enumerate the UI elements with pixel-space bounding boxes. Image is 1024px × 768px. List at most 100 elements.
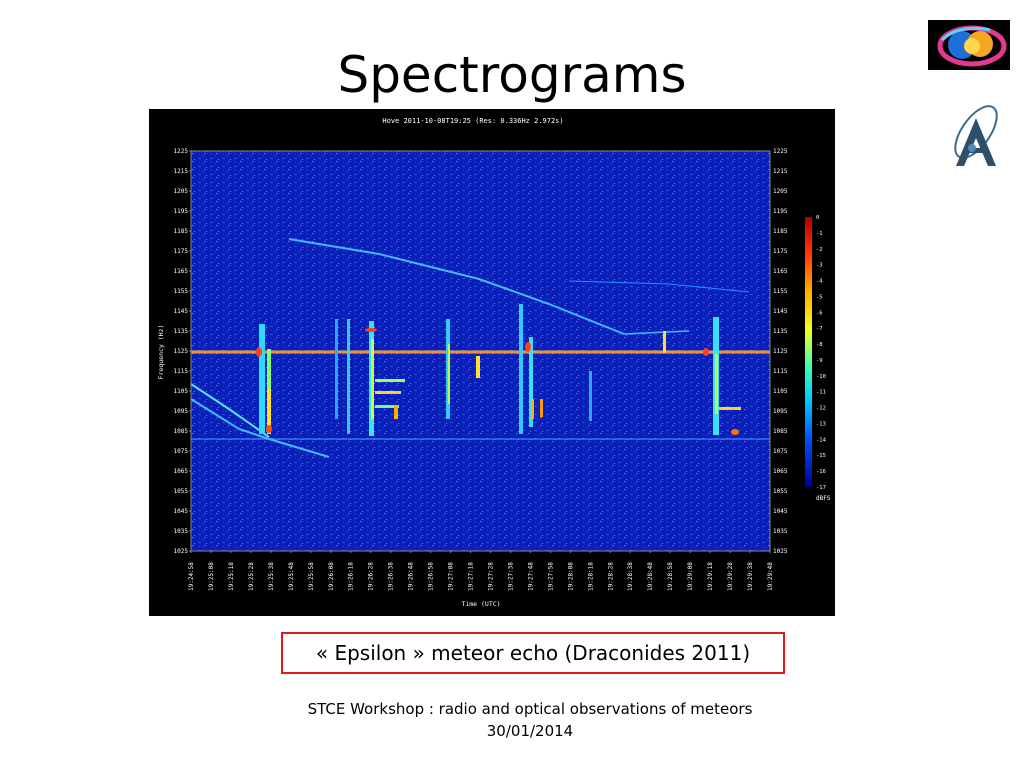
colorbar-tick-label: -10 — [816, 374, 826, 380]
time-tick-label: 19:29:48 — [767, 562, 774, 591]
frequency-tick-label: 1205 — [174, 188, 189, 195]
colorbar-tick-label: -4 — [816, 279, 823, 285]
frequency-tick-label: 1225 — [174, 148, 189, 155]
footer-workshop: STCE Workshop : radio and optical observ… — [307, 700, 753, 718]
frequency-tick-label: 1145 — [174, 308, 189, 315]
time-tick-label: 19:28:08 — [567, 562, 574, 591]
colorbar-tick-label: -9 — [816, 358, 823, 364]
frequency-tick-label: 1045 — [773, 508, 788, 515]
frequency-tick-label: 1105 — [773, 388, 788, 395]
frequency-tick-label: 1185 — [174, 228, 189, 235]
time-tick-label: 19:26:48 — [408, 562, 415, 591]
frequency-tick-label: 1215 — [174, 168, 189, 175]
time-tick-label: 19:25:28 — [248, 562, 255, 591]
frequency-tick-label: 1135 — [773, 328, 788, 335]
frequency-tick-label: 1155 — [773, 288, 788, 295]
frequency-tick-label: 1075 — [174, 448, 189, 455]
time-tick-label: 19:29:18 — [707, 562, 714, 591]
frequency-tick-label: 1045 — [174, 508, 189, 515]
frequency-axis-label: Frequency (Hz) — [157, 325, 165, 380]
frequency-tick-label: 1195 — [773, 208, 788, 215]
spectrogram: Hove 2011-10-08T19:25 (Res: 0.336Hz 2.97… — [149, 109, 835, 616]
frequency-tick-label: 1025 — [174, 548, 189, 555]
time-tick-label: 19:26:08 — [328, 562, 335, 591]
frequency-tick-label: 1225 — [773, 148, 788, 155]
colorbar-tick-label: -14 — [816, 437, 827, 443]
frequency-axis-right: 1225 1215 1205 1195 1185 1175 1165 1155 1145 1135… — [773, 148, 788, 555]
frequency-tick-label: 1165 — [174, 268, 189, 275]
colorbar-unit: dBFS — [816, 495, 831, 502]
colorbar-tick-label: -6 — [816, 310, 823, 316]
slide-title: Spectrograms — [337, 46, 687, 104]
time-tick-label: 19:28:48 — [647, 562, 654, 591]
colorbar-tick-label: -1 — [816, 231, 823, 237]
frequency-tick-label: 1055 — [773, 488, 788, 495]
frequency-tick-label: 1035 — [174, 528, 189, 535]
colorbar-tick-label: -15 — [816, 453, 826, 459]
frequency-tick-label: 1165 — [773, 268, 788, 275]
time-tick-label: 19:29:08 — [687, 562, 694, 591]
colorbar-tick-label: -12 — [816, 406, 826, 412]
time-axis: 19:24:58 19:25:08 19:25:18 19:25:28 19:25:38… — [188, 551, 774, 591]
frequency-tick-label: 1135 — [174, 328, 189, 335]
frequency-axis-left: 1225 1215 1205 1195 1185 1175 1165 1155 1145 1135… — [174, 148, 191, 555]
time-tick-label: 19:26:18 — [348, 562, 355, 591]
frequency-tick-label: 1055 — [174, 488, 189, 495]
frequency-tick-label: 1095 — [174, 408, 189, 415]
time-tick-label: 19:25:18 — [228, 562, 235, 591]
frequency-tick-label: 1115 — [174, 368, 189, 375]
frequency-tick-label: 1115 — [773, 368, 788, 375]
colorbar — [805, 217, 812, 487]
frequency-tick-label: 1175 — [773, 248, 788, 255]
frequency-tick-label: 1105 — [174, 388, 189, 395]
time-tick-label: 19:29:28 — [727, 562, 734, 591]
colorbar-tick-label: -5 — [816, 294, 823, 300]
spectrogram-header: Hove 2011-10-08T19:25 (Res: 0.336Hz 2.97… — [382, 117, 563, 125]
time-tick-label: 19:27:28 — [487, 562, 494, 591]
colorbar-tick-label: -3 — [816, 263, 823, 269]
frequency-tick-label: 1185 — [773, 228, 788, 235]
time-tick-label: 19:25:38 — [268, 562, 275, 591]
time-axis-label: Time (UTC) — [461, 600, 500, 608]
colorbar-tick-label: -2 — [816, 247, 823, 253]
time-tick-label: 19:29:38 — [747, 562, 754, 591]
colorbar-tick-label: -16 — [816, 469, 826, 475]
colorbar-tick-label: -13 — [816, 421, 826, 427]
frequency-tick-label: 1065 — [174, 468, 189, 475]
footer-date: 30/01/2014 — [486, 722, 574, 740]
time-tick-label: 19:27:08 — [448, 562, 455, 591]
colorbar-tick-label: -7 — [816, 326, 823, 332]
colorbar-tick-label: -11 — [816, 390, 826, 396]
colorbar-tick-label: -17 — [816, 485, 826, 491]
time-tick-label: 19:26:38 — [388, 562, 395, 591]
time-tick-label: 19:25:08 — [208, 562, 215, 591]
footer: STCE Workshop : radio and optical observ… — [0, 698, 1024, 742]
frequency-tick-label: 1065 — [773, 468, 788, 475]
frequency-tick-label: 1085 — [174, 428, 189, 435]
frequency-tick-label: 1195 — [174, 208, 189, 215]
meteor-echoes — [190, 238, 770, 458]
time-tick-label: 19:27:38 — [507, 562, 514, 591]
colorbar-ticks: 0 -1 -2 -3 -4 -5 -6 -7 -8 -9 -10 -11 -12 -13 -14 -15 -16… — [816, 215, 827, 491]
frequency-tick-label: 1155 — [174, 288, 189, 295]
caption-box: « Epsilon » meteor echo (Draconides 2011… — [281, 632, 785, 674]
time-tick-label: 19:26:28 — [368, 562, 375, 591]
caption-text: « Epsilon » meteor echo (Draconides 2011… — [315, 641, 751, 665]
colorbar-tick-label: -8 — [816, 342, 823, 348]
time-tick-label: 19:28:58 — [667, 562, 674, 591]
frequency-tick-label: 1205 — [773, 188, 788, 195]
frequency-tick-label: 1095 — [773, 408, 788, 415]
time-tick-label: 19:27:58 — [547, 562, 554, 591]
frequency-tick-label: 1075 — [773, 448, 788, 455]
time-tick-label: 19:27:48 — [527, 562, 534, 591]
time-tick-label: 19:24:58 — [188, 562, 195, 591]
time-tick-label: 19:25:58 — [308, 562, 315, 591]
time-tick-label: 19:25:48 — [288, 562, 295, 591]
frequency-tick-label: 1145 — [773, 308, 788, 315]
frequency-tick-label: 1125 — [174, 348, 189, 355]
time-tick-label: 19:28:28 — [607, 562, 614, 591]
frequency-tick-label: 1085 — [773, 428, 788, 435]
frequency-tick-label: 1125 — [773, 348, 788, 355]
institute-logo — [942, 96, 1008, 170]
time-tick-label: 19:28:38 — [627, 562, 634, 591]
